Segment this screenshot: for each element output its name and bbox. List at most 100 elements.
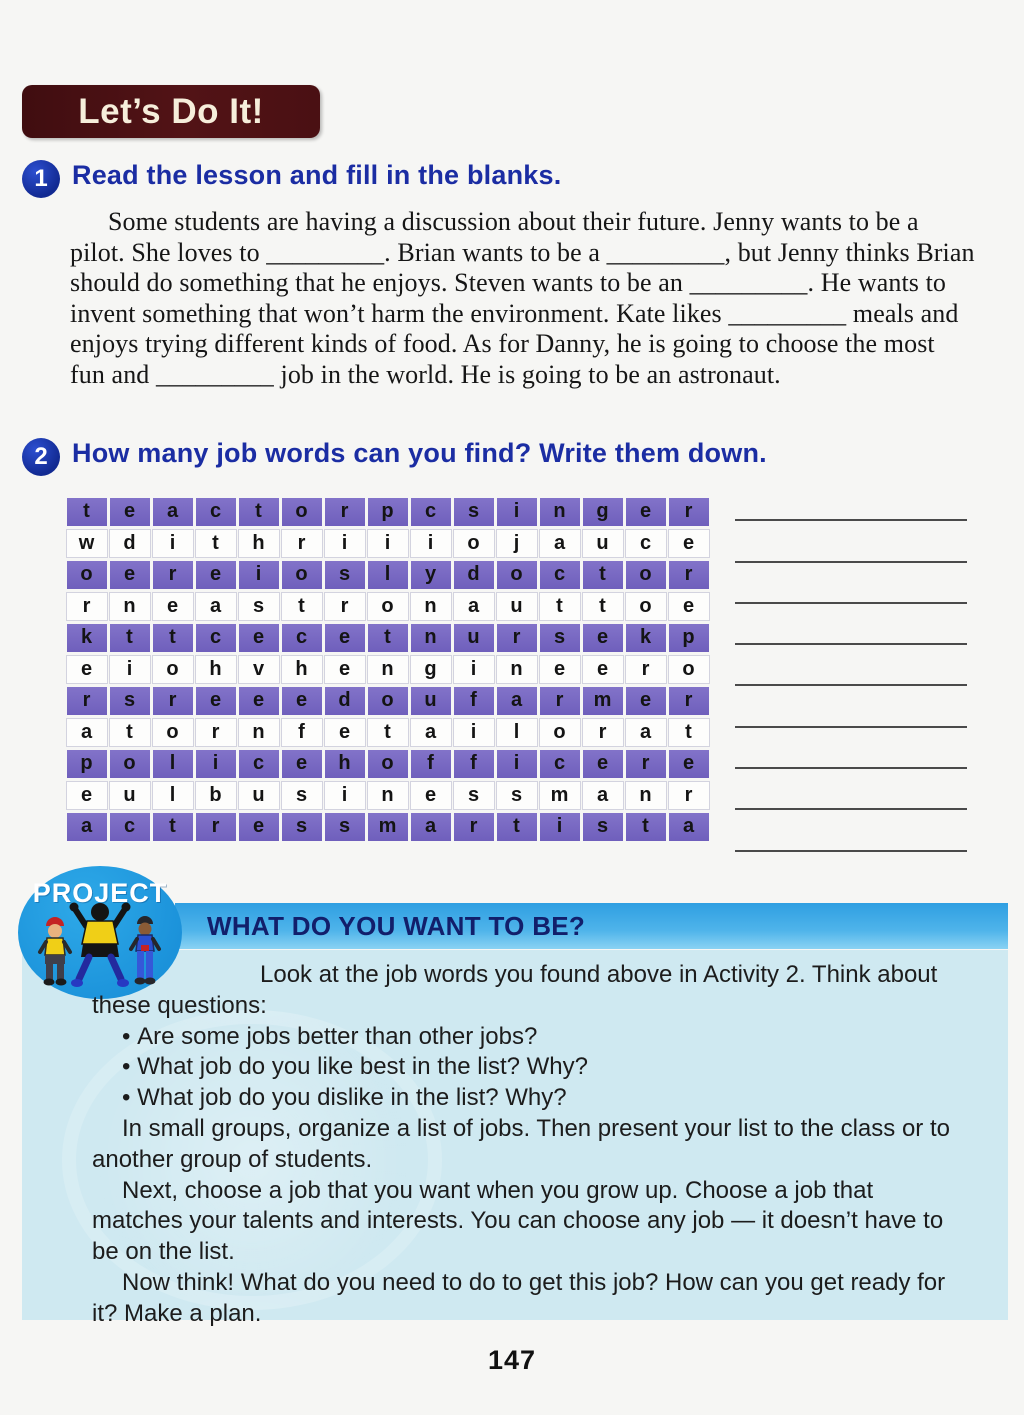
wordsearch-cell: t: [238, 498, 279, 526]
wordsearch-cell: o: [152, 655, 193, 683]
wordsearch-cell: o: [625, 592, 666, 620]
wordsearch-cell: c: [410, 498, 451, 526]
answer-line: [735, 604, 967, 646]
wordsearch-cell: l: [152, 781, 193, 809]
wordsearch-cell: d: [324, 687, 365, 715]
wordsearch-cell: s: [281, 781, 322, 809]
wordsearch-cell: e: [625, 498, 666, 526]
wordsearch-cell: d: [109, 529, 150, 557]
answer-line: [735, 810, 967, 852]
wordsearch-cell: s: [324, 813, 365, 841]
wordsearch-cell: t: [582, 592, 623, 620]
wordsearch-cell: i: [152, 529, 193, 557]
wordsearch-cell: e: [668, 529, 709, 557]
wordsearch-cell: i: [539, 813, 580, 841]
wordsearch-cell: r: [195, 813, 236, 841]
project-bullet-item: Are some jobs better than other jobs?: [92, 1022, 960, 1053]
wordsearch-cell: r: [496, 624, 537, 652]
answer-line: [735, 645, 967, 687]
wordsearch-cell: a: [668, 813, 709, 841]
wordsearch-cell: u: [238, 781, 279, 809]
wordsearch-cell: e: [410, 781, 451, 809]
wordsearch-cell: h: [281, 655, 322, 683]
wordsearch-cell: r: [668, 687, 709, 715]
wordsearch-cell: k: [625, 624, 666, 652]
wordsearch-cell: l: [496, 718, 537, 746]
wordsearch-cell: r: [668, 498, 709, 526]
answer-line: [735, 480, 967, 522]
wordsearch-cell: s: [496, 781, 537, 809]
wordsearch-cell: r: [625, 655, 666, 683]
wordsearch-cell: u: [410, 687, 451, 715]
wordsearch-cell: o: [66, 561, 107, 589]
wordsearch-cell: r: [582, 718, 623, 746]
wordsearch-cell: n: [367, 655, 408, 683]
wordsearch-cell: u: [496, 592, 537, 620]
wordsearch-cell: o: [281, 498, 322, 526]
wordsearch-cell: o: [625, 561, 666, 589]
project-badge: PROJECT: [18, 866, 182, 999]
wordsearch-cell: e: [238, 813, 279, 841]
wordsearch-cell: i: [367, 529, 408, 557]
wordsearch-cell: o: [367, 592, 408, 620]
answer-line: [735, 521, 967, 563]
wordsearch-cell: d: [453, 561, 494, 589]
wordsearch-cell: h: [195, 655, 236, 683]
wordsearch-cell: e: [195, 561, 236, 589]
wordsearch-cell: n: [539, 498, 580, 526]
lets-do-it-banner: Let’s Do It!: [22, 85, 320, 138]
wordsearch-cell: e: [238, 624, 279, 652]
wordsearch-cell: o: [668, 655, 709, 683]
wordsearch-cell: a: [496, 687, 537, 715]
wordsearch-cell: a: [625, 718, 666, 746]
wordsearch-cell: t: [496, 813, 537, 841]
wordsearch-cell: a: [410, 718, 451, 746]
project-kids-illustration: [38, 902, 161, 987]
wordsearch-cell: r: [152, 687, 193, 715]
wordsearch-cell: t: [66, 498, 107, 526]
wordsearch-cell: s: [453, 498, 494, 526]
wordsearch-cell: e: [238, 687, 279, 715]
wordsearch-cell: e: [625, 687, 666, 715]
wordsearch-cell: m: [582, 687, 623, 715]
wordsearch-cell: j: [496, 529, 537, 557]
answer-line: [735, 728, 967, 770]
project-paragraph: Look at the job words you found above in…: [92, 961, 938, 1019]
wordsearch-cell: i: [496, 750, 537, 778]
answer-line: [735, 686, 967, 728]
wordsearch-cell: c: [238, 750, 279, 778]
project-title: WHAT DO YOU WANT TO BE?: [207, 911, 586, 941]
wordsearch-cell: e: [66, 781, 107, 809]
wordsearch-cell: k: [66, 624, 107, 652]
wordsearch-cell: r: [668, 561, 709, 589]
wordsearch-cell: f: [281, 718, 322, 746]
wordsearch-cell: i: [324, 781, 365, 809]
wordsearch-cell: p: [668, 624, 709, 652]
wordsearch-cell: n: [625, 781, 666, 809]
activity-1-title: Read the lesson and fill in the blanks.: [72, 160, 562, 190]
wordsearch-cell: i: [410, 529, 451, 557]
wordsearch-cell: e: [281, 687, 322, 715]
project-badge-label: PROJECT: [32, 878, 168, 908]
wordsearch-cell: o: [109, 750, 150, 778]
wordsearch-cell: r: [66, 592, 107, 620]
wordsearch-cell: t: [109, 718, 150, 746]
wordsearch-cell: e: [539, 655, 580, 683]
wordsearch-cell: i: [324, 529, 365, 557]
wordsearch-cell: r: [539, 687, 580, 715]
wordsearch-cell: n: [367, 781, 408, 809]
wordsearch-cell: s: [324, 561, 365, 589]
wordsearch-cell: i: [109, 655, 150, 683]
wordsearch-cell: e: [66, 655, 107, 683]
wordsearch-cell: f: [410, 750, 451, 778]
wordsearch-cell: r: [324, 592, 365, 620]
wordsearch-cell: u: [582, 529, 623, 557]
wordsearch-cell: r: [453, 813, 494, 841]
wordsearch-cell: o: [496, 561, 537, 589]
wordsearch-cell: t: [281, 592, 322, 620]
